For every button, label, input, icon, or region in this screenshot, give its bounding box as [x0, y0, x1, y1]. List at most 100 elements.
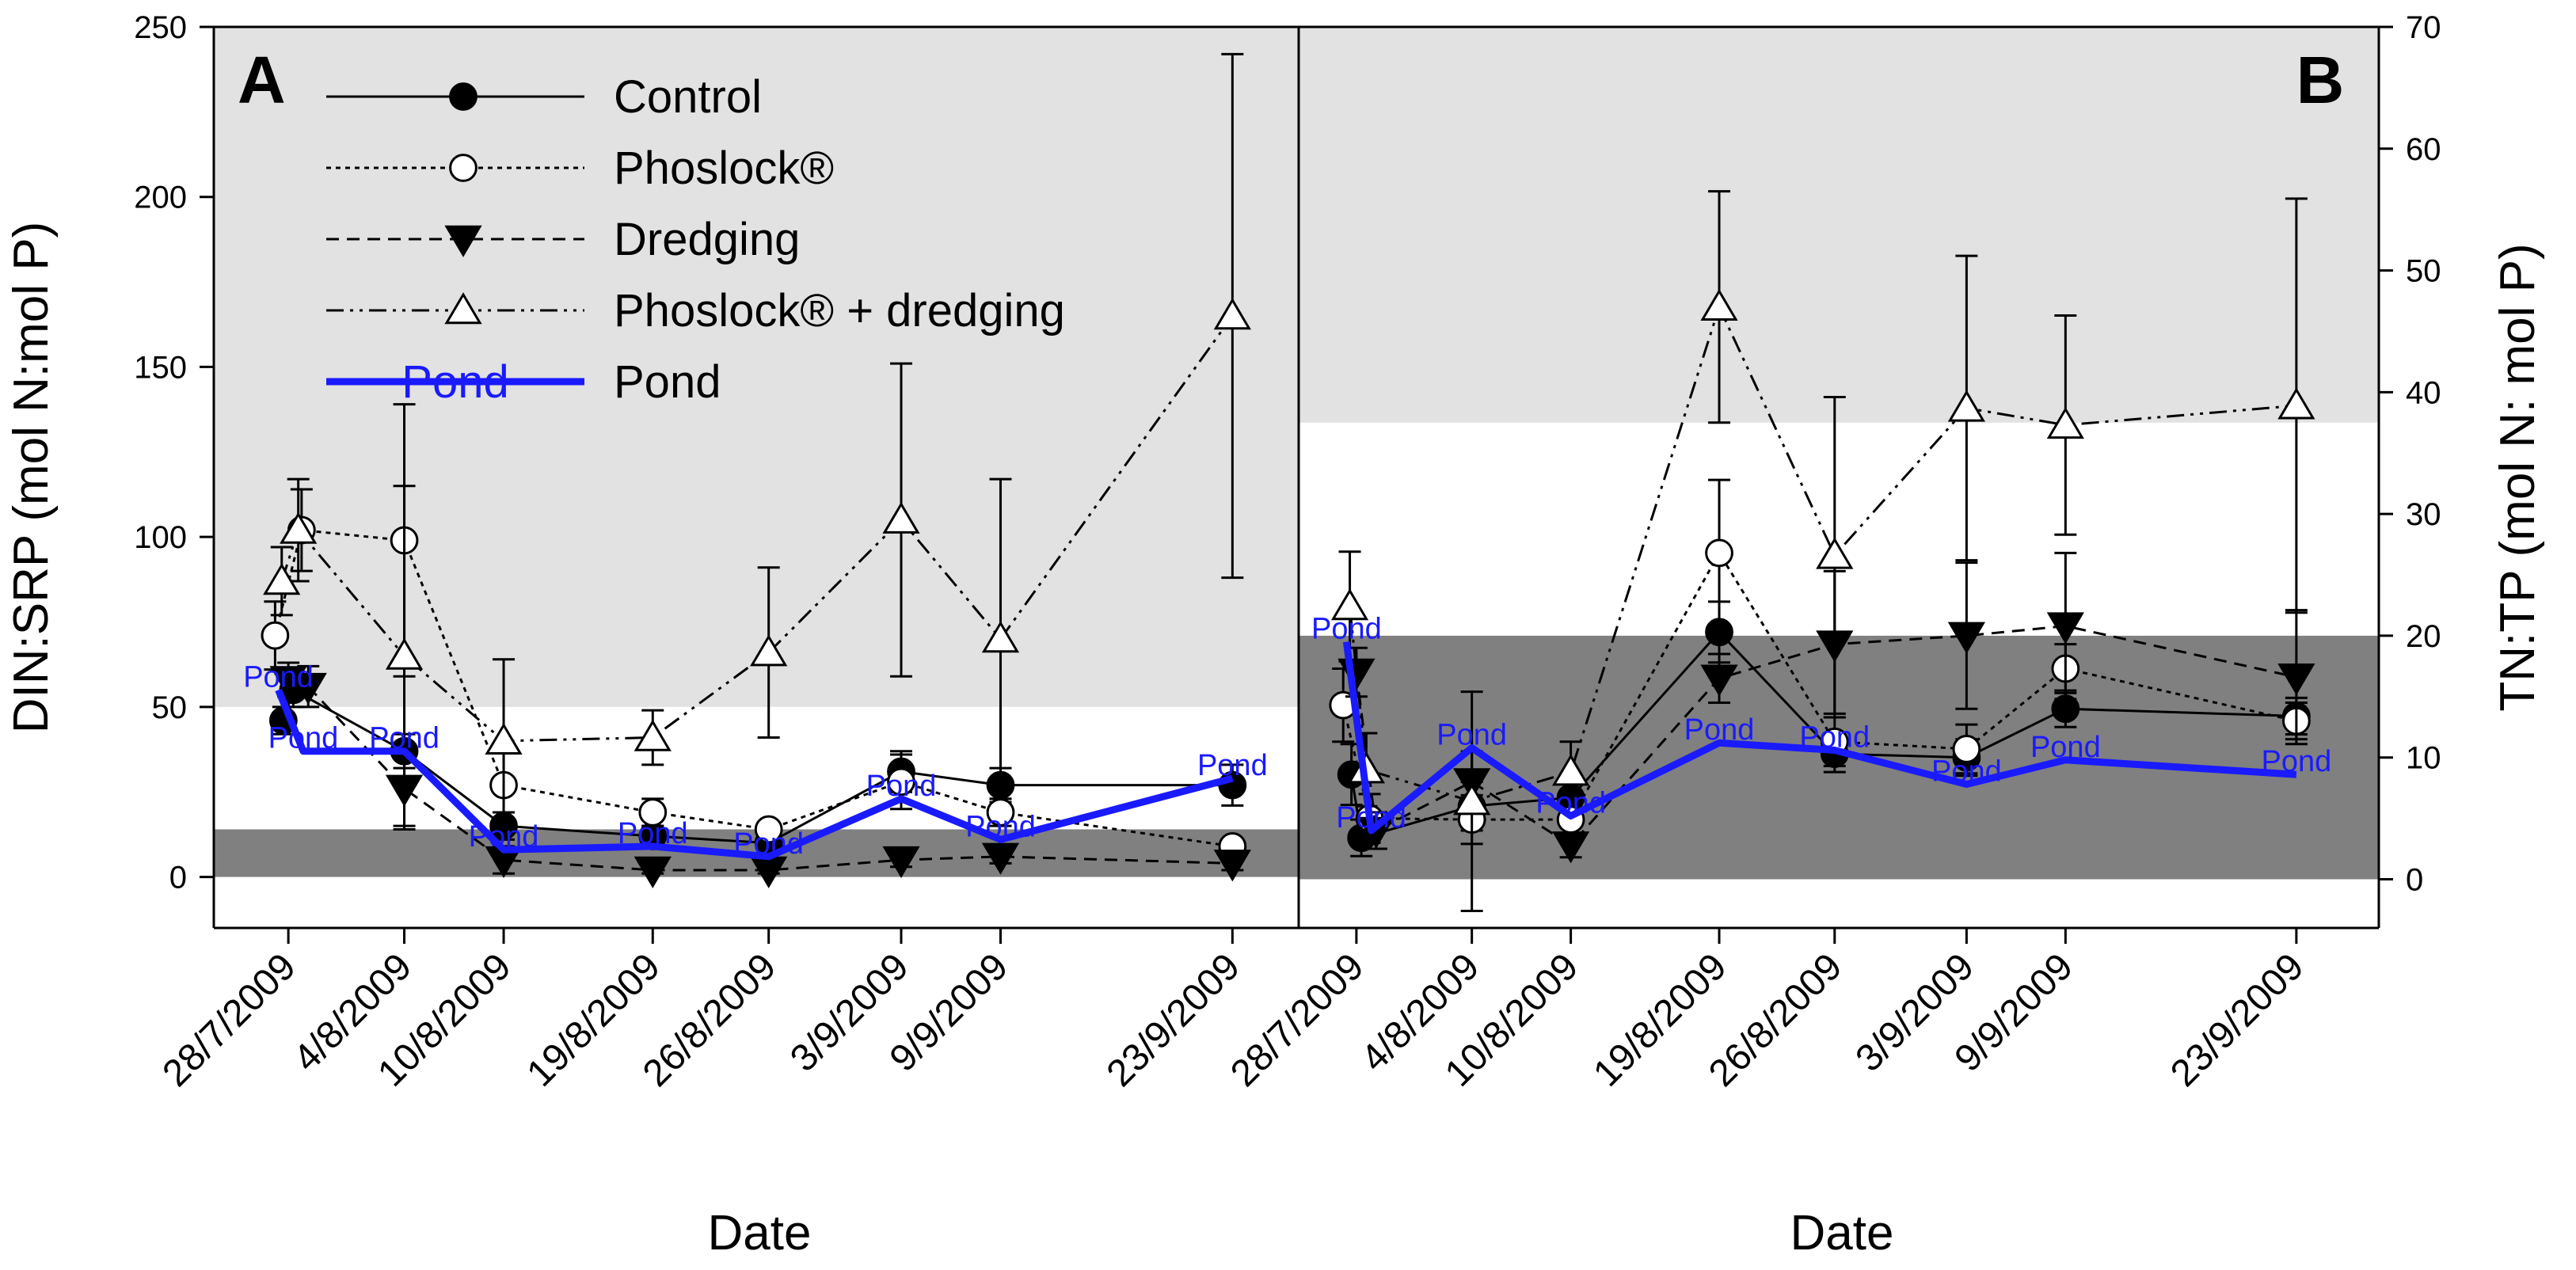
legend: Control Phoslock® Dredging Phoslock® + dred…: [326, 71, 1065, 408]
pond-point-label: Pond: [1311, 613, 1382, 646]
data-point: [263, 563, 301, 595]
pond-point-label: Pond: [618, 817, 688, 850]
pond-point-label: Pond: [243, 660, 314, 694]
data-point: [1816, 537, 1854, 569]
data-point: [2277, 387, 2315, 420]
data-point: [1551, 754, 1590, 786]
data-point: [385, 637, 424, 670]
pond-point-label: Pond: [1535, 787, 1606, 820]
y-tick-label-4: 200: [134, 181, 187, 215]
data-point: [2277, 663, 2315, 696]
data-point: [981, 842, 1020, 875]
pond-point-label: Pond: [733, 827, 804, 861]
legend-label: Phoslock® + dredging: [614, 285, 1065, 337]
panel-b: 0 10 20 30 40 50 60 70 TN:TP (mol N: mol P) Date 2…: [1223, 10, 2545, 1260]
series-4: Pond Pond Pond Pond Pond Pond Pond Pond Pond: [243, 660, 1268, 860]
pond-point-label: Pond: [1197, 749, 1268, 782]
pond-point-label: Pond: [965, 810, 1036, 843]
data-point: [1700, 288, 1738, 321]
y-tick-label-5: 50: [2406, 254, 2441, 289]
series-3: [1330, 190, 2315, 912]
legend-item-3: Phoslock® + dredging: [326, 285, 1065, 337]
data-point: [750, 634, 788, 667]
data-point: [1453, 783, 1491, 816]
pond-point-label: Pond: [469, 820, 539, 854]
pond-line: [275, 688, 1234, 861]
pond-point-label: Pond: [2030, 731, 2101, 764]
pond-point-label: Pond: [866, 770, 937, 803]
data-point: [887, 767, 915, 797]
y-axis-title: TN:TP (mol N: mol P): [2490, 243, 2545, 711]
pond-point-label: Pond: [1799, 721, 1870, 754]
x-axis-title: Date: [1790, 1206, 1894, 1260]
panel-a: 0 50 100 150 200 250 DIN:SRP (mol N:mol P) Date…: [4, 10, 1299, 1260]
data-point: [638, 798, 668, 827]
x-axis-title: Date: [708, 1206, 812, 1260]
data-point: [754, 815, 783, 844]
legend-marker: [444, 292, 482, 325]
data-point: [1947, 390, 1986, 422]
y-tick-label-6: 60: [2406, 132, 2441, 167]
data-point: [1213, 298, 1251, 330]
pond-point-label: Pond: [369, 722, 439, 755]
data-point: [1705, 538, 1733, 568]
legend-label: Dredging: [614, 214, 800, 265]
y-tick-label-2: 20: [2406, 619, 2441, 654]
data-point: [2046, 612, 2084, 645]
series-2: [1337, 551, 2315, 864]
y-tick-label-0: 0: [169, 861, 187, 895]
data-point: [2046, 406, 2084, 439]
pond-point-label: Pond: [268, 722, 339, 755]
y-tick-label-3: 30: [2406, 497, 2441, 532]
y-tick-label-3: 150: [134, 350, 187, 385]
data-point: [634, 719, 672, 751]
pond-point-label: Pond: [1336, 801, 1406, 835]
data-point: [1952, 735, 1981, 763]
y-tick-label-2: 100: [134, 520, 187, 555]
series-line: [282, 688, 1233, 845]
pond-point-label: Pond: [1931, 755, 2002, 789]
pond-point-label: Pond: [2262, 745, 2332, 778]
panel-letter: A: [238, 43, 286, 117]
series-2: [269, 661, 1251, 888]
legend-label: Pond: [614, 356, 721, 408]
data-point: [1700, 664, 1738, 697]
y-tick-label-0: 0: [2406, 862, 2423, 897]
legend-item-0: Control: [326, 71, 762, 123]
series-line: [280, 315, 1234, 743]
data-point: [882, 501, 920, 534]
data-point: [261, 621, 290, 650]
legend-label: Control: [614, 71, 762, 123]
x-tick-label-0: 28/7/2009: [1223, 945, 1372, 1094]
y-tick-label-5: 250: [134, 10, 187, 45]
x-tick-label-7: 23/9/2009: [2163, 945, 2312, 1094]
pond-line: [1342, 641, 2297, 835]
data-point: [485, 722, 523, 755]
y-tick-label-1: 50: [152, 690, 188, 725]
legend-marker: [449, 154, 478, 182]
data-point: [1213, 850, 1251, 882]
x-tick-label-0: 28/7/2009: [154, 945, 303, 1094]
band-1: [214, 27, 1299, 707]
data-point: [882, 846, 920, 879]
y-tick-label-7: 70: [2406, 10, 2441, 45]
data-point: [981, 621, 1020, 653]
plot-frame: [212, 25, 2380, 930]
data-point: [1947, 622, 1986, 654]
legend-swatch-label: Pond: [401, 356, 508, 408]
y-axis-title: DIN:SRP (mol N:mol P): [4, 222, 59, 734]
data-point: [634, 856, 672, 888]
series-3: [263, 52, 1251, 827]
legend-marker: [444, 225, 482, 257]
legend-item-2: Dredging: [326, 214, 800, 265]
data-point: [280, 511, 318, 544]
legend-label: Phoslock®: [614, 143, 834, 194]
y-tick-label-1: 10: [2406, 741, 2441, 776]
pond-point-label: Pond: [1436, 718, 1507, 751]
data-point: [289, 672, 327, 705]
y-tick-label-4: 40: [2406, 375, 2441, 410]
legend-item-1: Phoslock®: [326, 143, 834, 194]
x-tick-label-7: 23/9/2009: [1099, 945, 1248, 1094]
series-4: Pond Pond Pond Pond Pond Pond Pond Pond Pond: [1311, 613, 2331, 835]
